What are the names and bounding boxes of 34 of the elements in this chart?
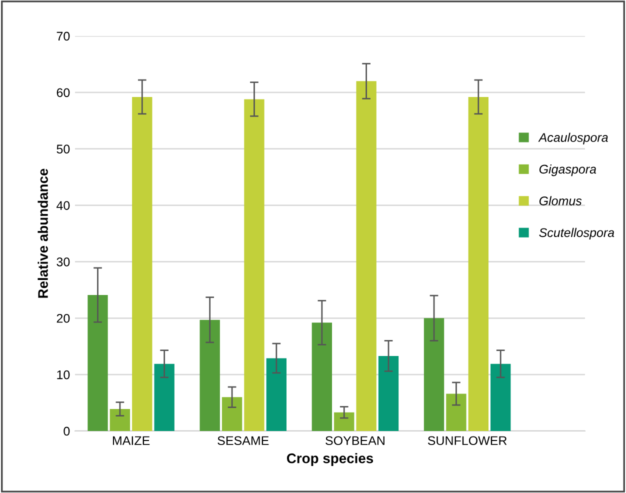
bar <box>132 96 152 431</box>
x-axis-title: Crop species <box>286 453 374 466</box>
bar <box>446 394 466 431</box>
bar <box>200 320 220 431</box>
y-tick-label: 40 <box>56 201 70 210</box>
bar <box>490 364 511 431</box>
bar <box>88 295 108 431</box>
x-tick-label: SOYBEAN <box>326 436 384 446</box>
bar <box>266 358 287 431</box>
bar <box>244 99 264 431</box>
x-tick-label: SUNFLOWER <box>428 436 507 446</box>
legend-label: Scutellospora <box>539 228 614 240</box>
bar <box>110 408 130 431</box>
bar <box>312 322 332 431</box>
bar <box>468 96 488 431</box>
y-tick-label: 20 <box>56 314 70 323</box>
legend-label: Gigaspora <box>539 164 596 176</box>
legend-label: Glomus <box>539 196 582 206</box>
legend-label: Acaulospora <box>538 132 608 144</box>
y-tick-label: 30 <box>56 258 70 266</box>
bar <box>222 397 242 431</box>
y-tick-label: 70 <box>56 32 70 41</box>
y-axis-title: Relative abundance <box>38 168 48 298</box>
bar <box>378 356 399 431</box>
y-tick-label: 50 <box>56 144 70 154</box>
y-tick-label: 60 <box>56 88 70 98</box>
bar <box>424 318 444 431</box>
y-tick-label: 10 <box>57 370 70 380</box>
bar <box>356 81 376 431</box>
x-tick-label: SESAME <box>218 436 269 446</box>
bar <box>154 364 174 431</box>
x-tick-label: MAIZE <box>112 436 150 445</box>
y-tick-label: 0 <box>64 426 70 436</box>
bar <box>334 412 354 431</box>
